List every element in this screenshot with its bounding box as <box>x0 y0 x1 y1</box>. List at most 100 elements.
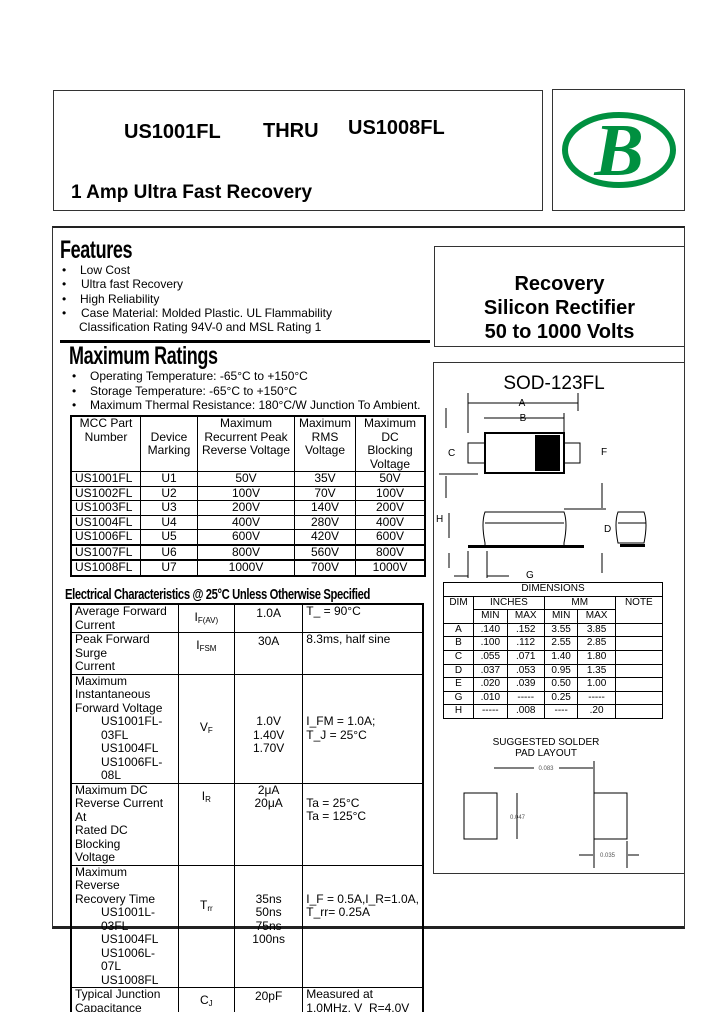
package-drawing: SOD-123FL A B C F H D G SUGGESTED SOLDER… <box>436 373 647 868</box>
table-cell: U5 <box>140 529 198 545</box>
table-cell: D <box>443 663 474 679</box>
parameter-cell: Typical Junction Capacitance <box>70 987 179 1012</box>
header-cell: Maximum Recurrent Peak Reverse Voltage <box>197 415 295 472</box>
table-cell: 280V <box>294 514 356 530</box>
value-text: 100ns <box>252 932 285 946</box>
table-cell: 1000V <box>355 559 426 576</box>
pad-span-label: 0.083 <box>538 766 554 772</box>
table-cell: 2.55 <box>543 636 579 651</box>
table-cell: 35V <box>294 471 356 487</box>
solder-title: PAD LAYOUT <box>515 748 577 759</box>
table-row: Maximum Instantaneous Forward Voltage US100… <box>70 673 424 784</box>
parameter-text: Average Forward <box>75 604 167 618</box>
condition-cell: Ta = 25°C Ta = 125°C <box>302 782 424 866</box>
table-cell: 1.80 <box>577 649 616 665</box>
thru-label: THRU <box>263 120 319 142</box>
max-ratings-heading: Maximum Ratings <box>69 342 218 370</box>
table-cell: 1000V <box>197 559 295 576</box>
table-cell <box>614 704 664 719</box>
dimensions-table: DIMENSIONS DIM INCHES MM NOTE MIN MAX MIN M… <box>443 582 664 719</box>
value-cell: 2μA 20μA <box>233 782 304 866</box>
table-cell: 3.85 <box>577 622 616 638</box>
part-range-text: US1006L-07L <box>101 945 156 973</box>
value-cell: 20pF <box>233 987 304 1012</box>
table-row: A .140.152 3.55 3.85 <box>443 622 664 638</box>
condition-text: T_rr= 0.25A <box>306 905 370 919</box>
table-row: Maximum DC Reverse Current At Rated DC Blo… <box>70 782 424 866</box>
header-cell: Maximum DC Blocking Voltage <box>355 415 426 472</box>
table-header-row: MCC Part Number Device Marking Maximum R… <box>70 415 426 472</box>
bullet: • <box>72 369 77 383</box>
table-cell: .055 <box>473 649 508 665</box>
part-range-text: US1004FL <box>101 741 159 755</box>
table-row: G .010 ----- 0.25 ----- <box>443 690 664 706</box>
bullet: • <box>62 292 67 306</box>
header-cell: Maximum RMS Voltage <box>294 415 356 472</box>
part-range-text: US1001FL-03FL <box>101 714 163 742</box>
symbol: I <box>201 788 206 803</box>
symbol: T <box>200 897 208 912</box>
table-cell: ----- <box>577 690 616 706</box>
condition-text: 8.3ms, half sine <box>306 632 391 646</box>
parameter-text: Current <box>75 617 116 632</box>
electrical-table: Average Forward Current IF(AV) 1.0A T_ = 90°… <box>70 603 424 1012</box>
table-cell: U7 <box>140 559 198 576</box>
parameter-cell: Average Forward Current <box>70 603 179 633</box>
table-cell: ----- <box>473 704 508 719</box>
table-cell <box>614 690 664 706</box>
table-cell <box>614 649 664 665</box>
table-row: B .100.112 2.55 2.85 <box>443 636 664 651</box>
symbol: I <box>196 638 200 652</box>
parameter-cell: Maximum DC Reverse Current At Rated DC Blo… <box>70 782 179 866</box>
table-cell: A <box>443 622 474 638</box>
table-row: US1008FL U7 1000V 700V 1000V <box>70 559 426 576</box>
condition-cell: T_ = 90°C <box>302 603 424 633</box>
min-header: MIN <box>543 609 579 624</box>
table-cell: 2.85 <box>577 636 616 651</box>
table-cell: H <box>443 704 474 719</box>
table-row: US1007FL U6 800V 560V 800V <box>70 544 426 561</box>
symbol-cell: IR <box>177 782 236 866</box>
bullet: • <box>62 306 67 320</box>
table-cell: U3 <box>140 500 198 516</box>
part-range-text: US1006FL-08L <box>101 754 163 782</box>
parameter-text: Instantaneous <box>75 687 151 701</box>
symbol-cell: Trr <box>177 864 236 988</box>
parameter-cell: Maximum Reverse Recovery Time US1001L-03FL… <box>70 864 179 988</box>
table-cell: 700V <box>294 559 356 576</box>
subtitle: 1 Amp Ultra Fast Recovery <box>71 182 313 203</box>
product-line: Recovery <box>514 273 605 295</box>
rating-item: Operating Temperature: -65°C to +150°C <box>90 369 308 383</box>
value-cell: 1.0A <box>233 603 304 633</box>
value-text: 75ns <box>255 918 282 933</box>
logo: B <box>562 110 676 192</box>
table-cell: 560V <box>294 544 356 561</box>
table-cell: U4 <box>140 514 198 530</box>
table-row: Typical Junction Capacitance CJ 20pF Measure… <box>70 987 424 1012</box>
bullet: • <box>72 384 77 398</box>
condition-text: T_ = 90°C <box>306 604 361 618</box>
table-row: US1001FL U1 50V 35V 50V <box>70 471 426 487</box>
parameter-text: Typical Junction <box>75 987 161 1001</box>
table-row: US1006FL U5 600V 420V 600V <box>70 529 426 545</box>
table-row: US1003FL U3 200V 140V 200V <box>70 500 426 516</box>
condition-text: T_J = 25°C <box>306 727 367 742</box>
table-cell: 600V <box>355 529 426 545</box>
pad-height-label: 0.047 <box>510 815 526 821</box>
table-cell: US1002FL <box>70 485 141 501</box>
logo-box: B <box>552 89 685 211</box>
table-cell: US1003FL <box>70 500 141 516</box>
parameter-text: Maximum Reverse <box>75 864 128 892</box>
table-cell: US1007FL <box>70 544 141 561</box>
table-cell: .140 <box>473 622 508 638</box>
table-cell: 200V <box>355 500 426 516</box>
table-cell: .053 <box>506 663 545 679</box>
symbol: C <box>200 993 209 1007</box>
value-text: 2μA <box>257 782 280 797</box>
condition-cell: I_F = 0.5A,I_R=1.0A, T_rr= 0.25A <box>302 864 424 988</box>
symbol-cell: CJ <box>177 987 236 1012</box>
symbol-cell: VF <box>177 673 236 784</box>
symbol-cell: IF(AV) <box>177 603 236 633</box>
rating-item: Maximum Thermal Resistance: 180°C/W Junc… <box>90 398 421 412</box>
condition-text: 1.0MHz, V_R=4.0V <box>306 1000 410 1012</box>
